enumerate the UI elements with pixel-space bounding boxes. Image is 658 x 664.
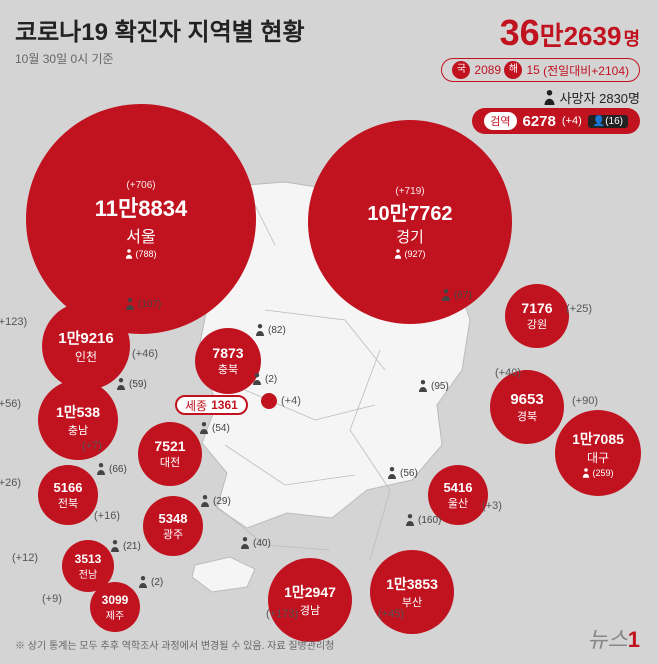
region-dot-sejong <box>261 393 277 409</box>
total-prefix: 36 <box>500 12 540 53</box>
inc-incheon: (+123) <box>0 316 27 328</box>
inc-ulsan: (+3) <box>482 500 502 512</box>
region-jeonbuk: 5166전북 <box>38 465 98 525</box>
news1-logo: 뉴스1 <box>587 622 640 654</box>
deaths-gyeongbuk: (95) <box>418 380 449 392</box>
footnote: ※ 상기 통계는 모두 추후 역학조사 과정에서 변경될 수 있음. 자료 질병… <box>15 637 334 652</box>
region-gangwon: 7176강원 <box>505 284 569 348</box>
delta-text: (전일대비+2104) <box>543 62 629 79</box>
region-busan: 1만3853부산 <box>370 550 454 634</box>
deaths-chungbuk: (82) <box>255 324 286 336</box>
inc-gyeongnam: (+173) <box>266 608 298 620</box>
region-gyeongbuk: 9653경북 <box>490 370 564 444</box>
region-gyeonggi: (+719)10만7762경기(927) <box>308 120 512 324</box>
deaths-jeju: (2) <box>138 576 163 588</box>
quarantine-inc: (+4) <box>562 115 582 127</box>
inc-jeonbuk: (+26) <box>0 477 21 489</box>
deaths-value: 2830명 <box>599 91 640 106</box>
intl-count: 15 <box>526 63 539 77</box>
region-incheon: 1만9216인천 <box>42 302 130 390</box>
page-subtitle: 10월 30일 0시 기준 <box>15 50 305 67</box>
inc-daejeon: (+7) <box>82 440 102 452</box>
page-title: 코로나19 확진자 지역별 현황 <box>15 12 305 47</box>
deaths-chungnam: (59) <box>116 378 147 390</box>
domestic-badge: 국 <box>452 61 470 79</box>
inc-sejong: (+4) <box>281 395 301 407</box>
deaths-incheon: (107) <box>125 298 161 310</box>
deaths-daejeon: (54) <box>199 422 230 434</box>
deaths-label: 사망자 <box>560 91 596 106</box>
deaths-sejong: (2) <box>252 373 277 385</box>
inc-jeonnam: (+12) <box>12 552 38 564</box>
deaths-gangwon: (67) <box>441 289 472 301</box>
region-daegu: 1만7085대구(259) <box>555 410 641 496</box>
region-chungnam: 1만538충남 <box>38 380 118 460</box>
deaths-total: 사망자 2830명 <box>543 88 640 107</box>
inc-chungnam: (+56) <box>0 398 21 410</box>
inc-jeju: (+9) <box>42 593 62 605</box>
domestic-count: 2089 <box>474 63 501 77</box>
total-unit: 명 <box>623 29 640 49</box>
region-daejeon: 7521대전 <box>138 422 202 486</box>
quarantine-count: 6278 <box>523 113 556 130</box>
inc-gwangju: (+16) <box>94 510 120 522</box>
inc-busan: (+45) <box>378 608 404 620</box>
region-sejong: 세종 1361 <box>175 395 248 415</box>
total-count: 36만2639명 국 2089 해 15 (전일대비+2104) <box>441 12 640 82</box>
deaths-gwangju: (29) <box>200 495 231 507</box>
inc-gangwon: (+25) <box>566 303 592 315</box>
intl-badge: 해 <box>504 61 522 79</box>
quarantine-pill: 검역 6278 (+4) 👤(16) <box>472 108 640 134</box>
deaths-jeonnam: (21) <box>110 540 141 552</box>
region-gyeongnam: 1만2947경남 <box>268 558 352 642</box>
quarantine-label: 검역 <box>484 112 516 130</box>
inc-gyeongbuk: (+40) <box>495 367 521 379</box>
total-suffix: 2639 <box>564 21 622 51</box>
deaths-busan: (160) <box>405 514 441 526</box>
deaths-gyeongnam: (40) <box>240 537 271 549</box>
total-man: 만 <box>540 21 564 51</box>
delta-pill: 국 2089 해 15 (전일대비+2104) <box>441 58 640 82</box>
deaths-jeonbuk: (66) <box>96 463 127 475</box>
inc-daegu: (+90) <box>572 395 598 407</box>
inc-chungbuk: (+46) <box>132 348 158 360</box>
person-icon <box>543 91 556 106</box>
region-jeju: 3099제주 <box>90 582 140 632</box>
quarantine-dead: 👤(16) <box>588 115 628 128</box>
deaths-ulsan: (56) <box>387 467 418 479</box>
region-gwangju: 5348광주 <box>143 496 203 556</box>
